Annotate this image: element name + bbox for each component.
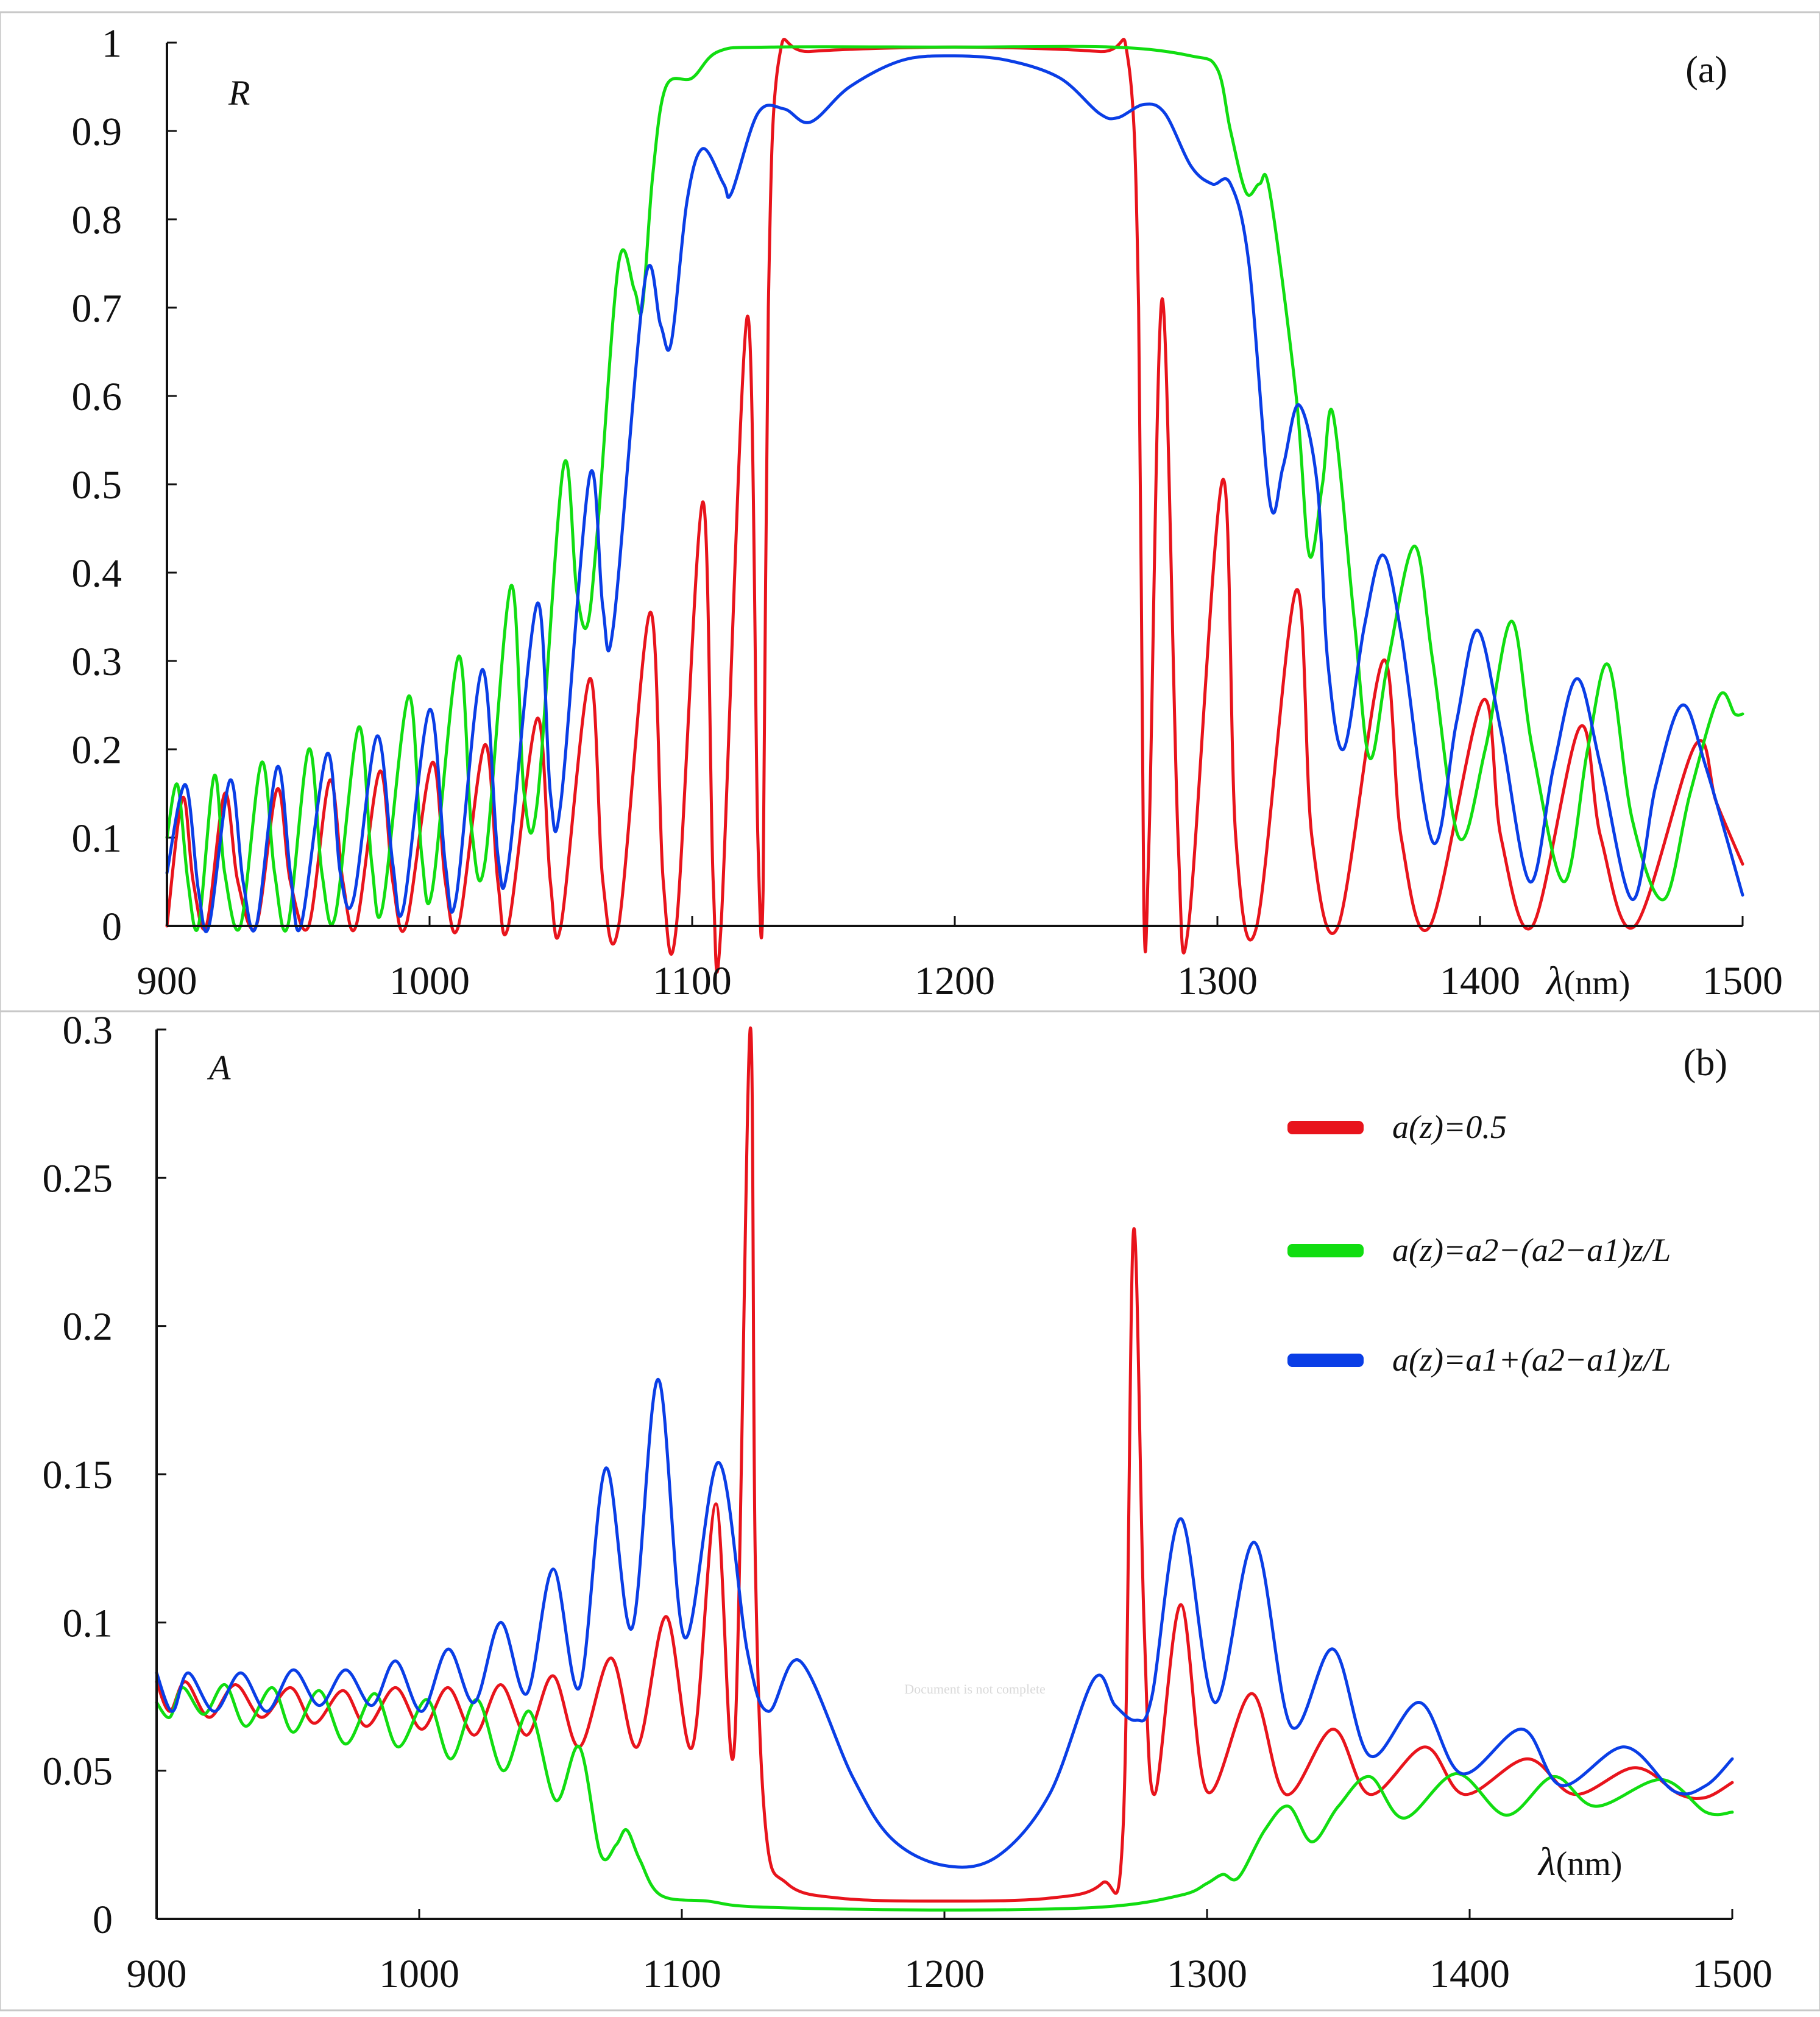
legend-swatch: [1287, 1244, 1364, 1257]
panel-b-series: [155, 1026, 1734, 1912]
panel-a-y-tick-label: 0.5: [72, 463, 122, 507]
panel-b-x-label: λ(nm): [1537, 1840, 1622, 1884]
reflectance-panel: 0 0.1 0.2 0.3 0.4 0.5 0.6 0.7 0.8 0.9 1 900 1000 1100…: [0, 11, 1820, 1012]
panel-b-series-decreasing-line: [155, 1683, 1734, 1912]
panel-a-y-tick-label: 0.1: [72, 816, 122, 861]
panel-a-x-label-unit: (nm): [1564, 964, 1631, 1002]
absorptance-panel: 0 0.05 0.1 0.15 0.2 0.25 0.3 900 1000 1100 1200 130…: [0, 1008, 1820, 2012]
legend-item-decreasing: a(z)=a2−(a2−a1)z/L: [1287, 1232, 1671, 1268]
panel-a-tick-labels: 0 0.1 0.2 0.3 0.4 0.5 0.6 0.7 0.8 0.9 1 900 1000 1100…: [72, 21, 1783, 1003]
panel-b-y-tick-label: 0.2: [63, 1305, 113, 1349]
panel-a-x-tick-label: 1000: [389, 959, 470, 1003]
panel-a-y-tick-label: 0.9: [72, 110, 122, 154]
panel-a-y-tick-label: 0.7: [72, 286, 122, 331]
legend-item-uniform: a(z)=0.5: [1287, 1109, 1507, 1145]
panel-a-x-tick-label: 1300: [1177, 959, 1258, 1003]
panel-b-x-tick-label: 1400: [1429, 1952, 1510, 1996]
panel-a-series: [165, 38, 1744, 974]
panel-a-y-tick-label: 0.6: [72, 375, 122, 419]
legend: a(z)=0.5 a(z)=a2−(a2−a1)z/L a(z)=a1+(a2−…: [1287, 1109, 1671, 1378]
panel-b-y-label: A: [207, 1048, 231, 1087]
legend-label: a(z)=a2−(a2−a1)z/L: [1392, 1232, 1671, 1268]
panel-b-x-tick-label: 1300: [1167, 1952, 1247, 1996]
panel-b-x-tick-label: 1000: [379, 1952, 459, 1996]
panel-a-x-label: λ(nm): [1545, 959, 1630, 1003]
panel-b-x-tick-label: 1100: [642, 1952, 721, 1996]
panel-b-series-uniform-line: [155, 1026, 1734, 1903]
panel-b-x-tick-label: 1200: [904, 1952, 985, 1996]
panel-a-x-label-symbol: λ: [1545, 959, 1564, 1003]
panel-b-ticks: [155, 1028, 1733, 1920]
panel-b-frame: [0, 1010, 1820, 2012]
panel-b-series-increasing-line: [155, 1377, 1734, 1869]
panel-a-x-tick-label: 1200: [915, 959, 995, 1003]
panel-a-y-tick-label: 0: [102, 905, 122, 949]
panel-a-y-label: R: [228, 73, 250, 113]
panel-b-x-label-symbol: λ: [1537, 1840, 1556, 1884]
panel-a-ticks: [166, 41, 1744, 927]
panel-a-series-decreasing-line: [165, 44, 1744, 933]
panel-b-x-tick-label: 1500: [1692, 1952, 1772, 1996]
panel-b-x-label-unit: (nm): [1556, 1845, 1623, 1883]
legend-swatch: [1287, 1121, 1364, 1134]
legend-swatch: [1287, 1354, 1364, 1367]
panel-a-x-tick-label: 1500: [1702, 959, 1783, 1003]
panel-a-y-tick-label: 0.4: [72, 551, 122, 596]
panel-b-y-tick-label: 0.15: [43, 1453, 113, 1497]
panel-a-y-tick-label: 1: [102, 21, 122, 66]
panel-a-x-tick-label: 1100: [653, 959, 732, 1003]
panel-a-y-tick-label: 0.8: [72, 198, 122, 242]
panel-a-tag: (a): [1685, 49, 1727, 91]
panel-b-y-tick-label: 0.25: [43, 1156, 113, 1201]
panel-b-y-tick-label: 0.3: [63, 1008, 113, 1053]
panel-a-x-tick-label: 900: [137, 959, 197, 1003]
panel-a-y-tick-label: 0.3: [72, 640, 122, 684]
panel-b-x-tick-label: 900: [127, 1952, 187, 1996]
panel-a-y-tick-label: 0.2: [72, 728, 122, 772]
legend-item-increasing: a(z)=a1+(a2−a1)z/L: [1287, 1341, 1671, 1378]
legend-label: a(z)=0.5: [1392, 1109, 1507, 1145]
panel-b-y-tick-label: 0.1: [63, 1601, 113, 1645]
panel-a-series-uniform-line: [165, 38, 1744, 974]
panel-b-tick-labels: 0 0.05 0.1 0.15 0.2 0.25 0.3 900 1000 1100 1200 130…: [43, 1008, 1773, 1996]
panel-b-y-tick-label: 0: [93, 1898, 113, 1942]
panel-b-y-tick-label: 0.05: [43, 1750, 113, 1794]
panel-b-tag: (b): [1684, 1042, 1727, 1084]
panel-a-series-increasing-line: [165, 54, 1744, 933]
panel-a-x-tick-label: 1400: [1440, 959, 1520, 1003]
watermark: Document is not complete: [904, 1681, 1046, 1697]
legend-label: a(z)=a1+(a2−a1)z/L: [1392, 1341, 1671, 1378]
